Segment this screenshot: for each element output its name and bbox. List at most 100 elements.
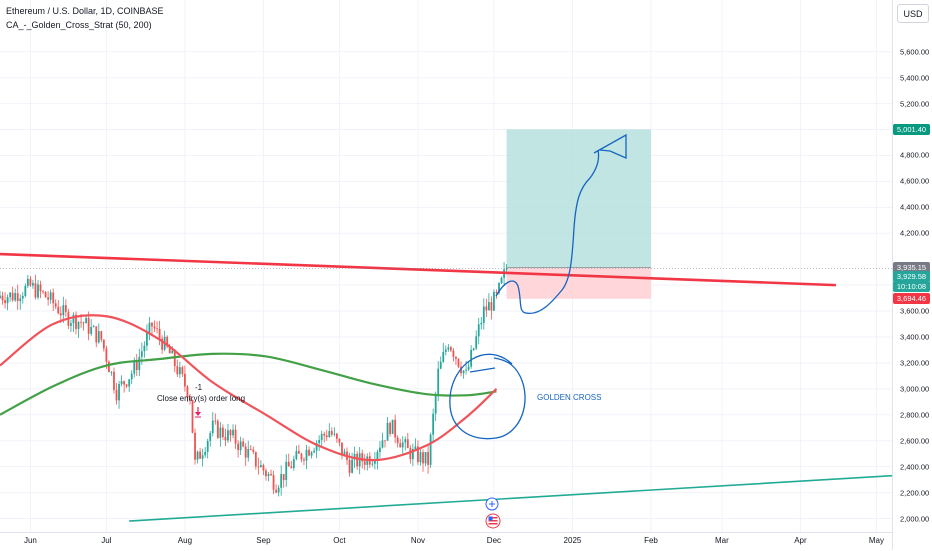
candle-body: [427, 451, 429, 465]
candle-body: [247, 449, 250, 458]
candle-body: [338, 438, 341, 443]
candle-body: [394, 419, 397, 438]
candle-body: [341, 442, 343, 456]
currency-button[interactable]: USD: [897, 4, 929, 23]
candle-body: [429, 434, 432, 465]
candle-body: [482, 306, 485, 323]
candle-body: [108, 361, 110, 373]
candle-body: [406, 439, 409, 449]
us-flag-event-icon[interactable]: [485, 513, 501, 529]
time-tick-label: Jul: [101, 536, 112, 545]
candle-body: [168, 346, 171, 354]
indicator-legend[interactable]: CA_-_Golden_Cross_Strat (50, 200): [6, 20, 152, 30]
candle-body: [102, 339, 105, 349]
candle-body: [133, 362, 136, 374]
candle-body: [6, 297, 9, 304]
candle-body: [328, 431, 331, 437]
candle-body: [194, 432, 196, 460]
candle-body: [505, 268, 508, 270]
price-tick-label: 2,600.00: [900, 436, 930, 446]
candle-body: [97, 331, 100, 343]
candle-body: [396, 437, 399, 444]
symbol-legend[interactable]: Ethereum / U.S. Dollar, 1D, COINBASE: [6, 6, 164, 16]
candle-body: [234, 429, 237, 444]
candle-body: [196, 451, 199, 460]
candle-body: [19, 298, 22, 302]
candle-body: [62, 305, 65, 316]
candle-body: [313, 450, 315, 453]
candle-body: [229, 430, 232, 436]
candle-body: [186, 386, 189, 398]
candle-body: [1, 295, 4, 301]
time-axis[interactable]: [0, 532, 892, 551]
candlestick-series[interactable]: [0, 262, 508, 497]
sma-200-line[interactable]: [0, 352, 497, 416]
hand-drawn-annotations[interactable]: [449, 133, 627, 440]
sma-50-line[interactable]: [0, 314, 498, 462]
time-tick-label: Nov: [410, 536, 426, 545]
signal-arrow-icon: [195, 407, 201, 418]
price-tick-label: 5,200.00: [900, 99, 930, 109]
candle-body: [315, 443, 318, 451]
candle-body: [156, 328, 158, 330]
support-trendline[interactable]: [129, 474, 892, 522]
candle-body: [151, 322, 153, 327]
candle-body: [295, 451, 298, 460]
candle-body: [204, 451, 207, 456]
candle-body: [460, 366, 462, 374]
candle-body: [333, 433, 336, 435]
candle-body: [130, 373, 133, 380]
candle-body: [325, 435, 328, 437]
time-tick-label: Jun: [23, 536, 37, 545]
candle-body: [92, 326, 95, 328]
candle-body: [351, 459, 353, 473]
candle-body: [161, 338, 164, 350]
candle-body: [0, 295, 1, 299]
candle-body: [80, 321, 82, 323]
candle-body: [465, 369, 467, 371]
price-tick-label: 3,000.00: [900, 384, 930, 394]
candle-body: [113, 371, 115, 390]
time-tick-label: Oct: [333, 536, 346, 545]
price-tag: 3,929.58: [893, 271, 930, 283]
candle-body: [470, 349, 473, 367]
price-chart[interactable]: [0, 0, 892, 532]
candle-body: [305, 449, 308, 461]
candle-body: [472, 348, 475, 350]
price-tag: 3,935.15: [893, 262, 930, 274]
forecast-arrow: [593, 133, 627, 159]
candle-body: [432, 413, 435, 435]
candle-body: [275, 489, 277, 493]
candle-body: [391, 419, 394, 434]
price-tick-label: 3,200.00: [900, 358, 930, 368]
add-plus-icon[interactable]: [485, 497, 499, 511]
candle-body: [211, 420, 214, 434]
candle-body: [254, 451, 257, 467]
signal-label: Close entry(s) order long: [157, 394, 246, 403]
candle-body: [140, 351, 143, 357]
candle-body: [138, 356, 141, 370]
candle-body: [480, 322, 483, 325]
candle-body: [14, 293, 17, 301]
candle-body: [110, 371, 113, 373]
candle-body: [265, 470, 267, 477]
candle-body: [37, 284, 39, 298]
price-tag: 3,694.46: [893, 293, 930, 305]
candle-body: [335, 433, 338, 439]
resistance-trendline[interactable]: [0, 252, 836, 287]
candle-body: [272, 475, 275, 490]
candle-body: [29, 278, 32, 286]
candle-body: [285, 461, 288, 481]
price-tick-label: 4,400.00: [900, 202, 930, 212]
time-tick-label: Aug: [177, 536, 193, 545]
candle-body: [452, 350, 455, 357]
long-position-stop-zone[interactable]: [506, 267, 651, 299]
signal-count-label: -1: [195, 383, 203, 392]
signal-arrow-head: [195, 412, 201, 416]
candle-body: [214, 420, 217, 422]
candle-body: [44, 291, 47, 298]
candle-body: [181, 367, 184, 374]
candle-body: [500, 277, 503, 284]
candle-body: [105, 348, 108, 362]
grid-lines: [0, 0, 892, 532]
